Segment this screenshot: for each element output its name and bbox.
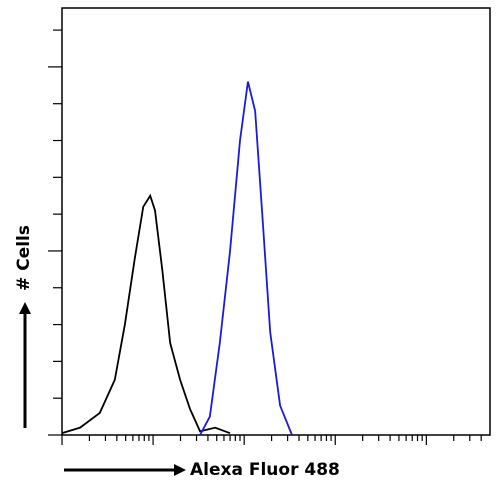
x-arrow-head	[174, 464, 186, 476]
y-arrow-head	[19, 302, 31, 314]
plot-frame	[61, 7, 491, 436]
x-axis-label: Alexa Fluor 488	[190, 460, 340, 480]
histogram-line	[61, 193, 231, 435]
y-axis-label: # Cells	[14, 225, 34, 291]
histogram-line	[199, 81, 293, 436]
